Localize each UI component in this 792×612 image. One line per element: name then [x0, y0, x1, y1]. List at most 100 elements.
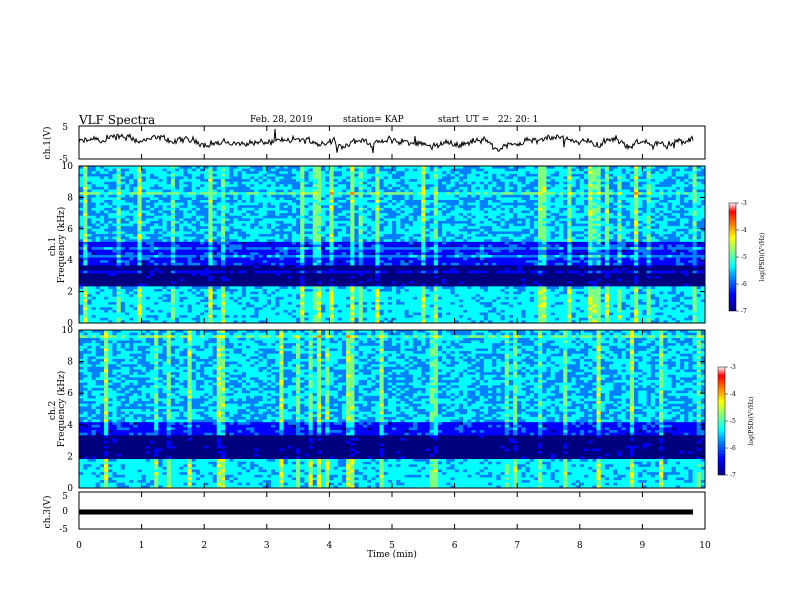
- spectrogram-cell: [204, 203, 209, 206]
- spectrogram-cell: [83, 174, 88, 177]
- spectrogram-cell: [551, 176, 556, 179]
- spectrogram-cell: [112, 174, 117, 177]
- spectrogram-cell: [563, 192, 568, 195]
- spectrogram-cell: [162, 182, 167, 185]
- spectrogram-cell: [471, 179, 476, 182]
- spectrogram-cell: [538, 200, 543, 203]
- spectrogram-cell: [342, 184, 347, 187]
- spectrogram-cell: [400, 176, 405, 179]
- spectrogram-cell: [446, 184, 451, 187]
- spectrogram-cell: [534, 195, 539, 198]
- spectrogram-cell: [200, 208, 205, 211]
- spectrogram-cell: [367, 197, 372, 200]
- spectrogram-cell: [588, 176, 593, 179]
- spectrogram-cell: [379, 176, 384, 179]
- spectrogram-cell: [692, 195, 697, 198]
- spectrogram-cell: [279, 208, 284, 211]
- spectrogram-cell: [588, 200, 593, 203]
- spectrogram-cell: [309, 192, 314, 195]
- spectrogram-cell: [425, 171, 430, 174]
- spectrogram-cell: [246, 176, 251, 179]
- spectrogram-cell: [283, 203, 288, 206]
- spectrogram-cell: [208, 176, 213, 179]
- spectrogram-cell: [104, 187, 109, 190]
- spectrogram-cell: [501, 195, 506, 198]
- spectrogram-cell: [321, 184, 326, 187]
- spectrogram-cell: [425, 208, 430, 211]
- spectrogram-cell: [242, 176, 247, 179]
- spectrogram-cell: [158, 179, 163, 182]
- spectrogram-cell: [634, 195, 639, 198]
- spectrogram-cell: [117, 203, 122, 206]
- spectrogram-cell: [588, 184, 593, 187]
- spectrogram-cell: [421, 174, 426, 177]
- spectrogram-cell: [213, 182, 218, 185]
- spectrogram-cell: [350, 203, 355, 206]
- spectrogram-cell: [154, 200, 159, 203]
- spectrogram-cell: [142, 200, 147, 203]
- spectrogram-cell: [92, 205, 97, 208]
- spectrogram-cell: [267, 200, 272, 203]
- spectrogram-cell: [133, 169, 138, 172]
- spectrogram-cell: [112, 192, 117, 195]
- spectrogram-cell: [534, 187, 539, 190]
- spectrogram-cell: [584, 184, 589, 187]
- spectrogram-cell: [421, 184, 426, 187]
- spectrogram-cell: [475, 200, 480, 203]
- spectrogram-cell: [267, 195, 272, 198]
- spectrogram-cell: [204, 184, 209, 187]
- spectrogram-cell: [229, 184, 234, 187]
- spectrogram-cell: [175, 171, 180, 174]
- spectrogram-cell: [338, 205, 343, 208]
- spectrogram-cell: [567, 182, 572, 185]
- spectrogram-cell: [471, 208, 476, 211]
- spectrogram-cell: [596, 197, 601, 200]
- spectrogram-cell: [171, 195, 176, 198]
- spectrogram-cell: [638, 190, 643, 193]
- spectrogram-cell: [246, 182, 251, 185]
- spectrogram-cell: [505, 184, 510, 187]
- spectrogram-cell: [617, 200, 622, 203]
- spectrogram-cell: [188, 187, 193, 190]
- spectrogram-cell: [334, 203, 339, 206]
- spectrogram-cell: [405, 174, 410, 177]
- spectrogram-cell: [538, 184, 543, 187]
- spectrogram-cell: [467, 200, 472, 203]
- spectrogram-cell: [609, 200, 614, 203]
- spectrogram-cell: [254, 171, 259, 174]
- spectrogram-cell: [576, 182, 581, 185]
- spectrogram-cell: [79, 208, 84, 211]
- spectrogram-cell: [434, 197, 439, 200]
- spectrogram-cell: [480, 197, 485, 200]
- spectrogram-cell: [680, 184, 685, 187]
- spectrogram-cell: [546, 174, 551, 177]
- spectrogram-cell: [680, 200, 685, 203]
- spectrogram-cell: [488, 176, 493, 179]
- spectrogram-cell: [588, 171, 593, 174]
- spectrogram-cell: [496, 174, 501, 177]
- spectrogram-cell: [196, 190, 201, 193]
- spectrogram-cell: [154, 169, 159, 172]
- spectrogram-cell: [392, 197, 397, 200]
- spectrogram-cell: [179, 195, 184, 198]
- spectrogram-cell: [125, 208, 130, 211]
- spectrogram-cell: [659, 190, 664, 193]
- spectrogram-cell: [137, 192, 142, 195]
- spectrogram-cell: [667, 171, 672, 174]
- spectrogram-cell: [329, 176, 334, 179]
- spectrogram-cell: [655, 192, 660, 195]
- spectrogram-cell: [129, 197, 134, 200]
- spectrogram-cell: [413, 203, 418, 206]
- spectrogram-cell: [100, 176, 105, 179]
- spectrogram-cell: [354, 176, 359, 179]
- spectrogram-cell: [292, 171, 297, 174]
- spectrogram-cell: [492, 169, 497, 172]
- spectrogram-cell: [442, 203, 447, 206]
- spectrogram-cell: [517, 195, 522, 198]
- spectrogram-cell: [488, 192, 493, 195]
- spectrogram-cell: [526, 195, 531, 198]
- spectrogram-cell: [233, 169, 238, 172]
- spectrogram-cell: [242, 174, 247, 177]
- spectrogram-cell: [87, 176, 92, 179]
- spectrogram-cell: [100, 195, 105, 198]
